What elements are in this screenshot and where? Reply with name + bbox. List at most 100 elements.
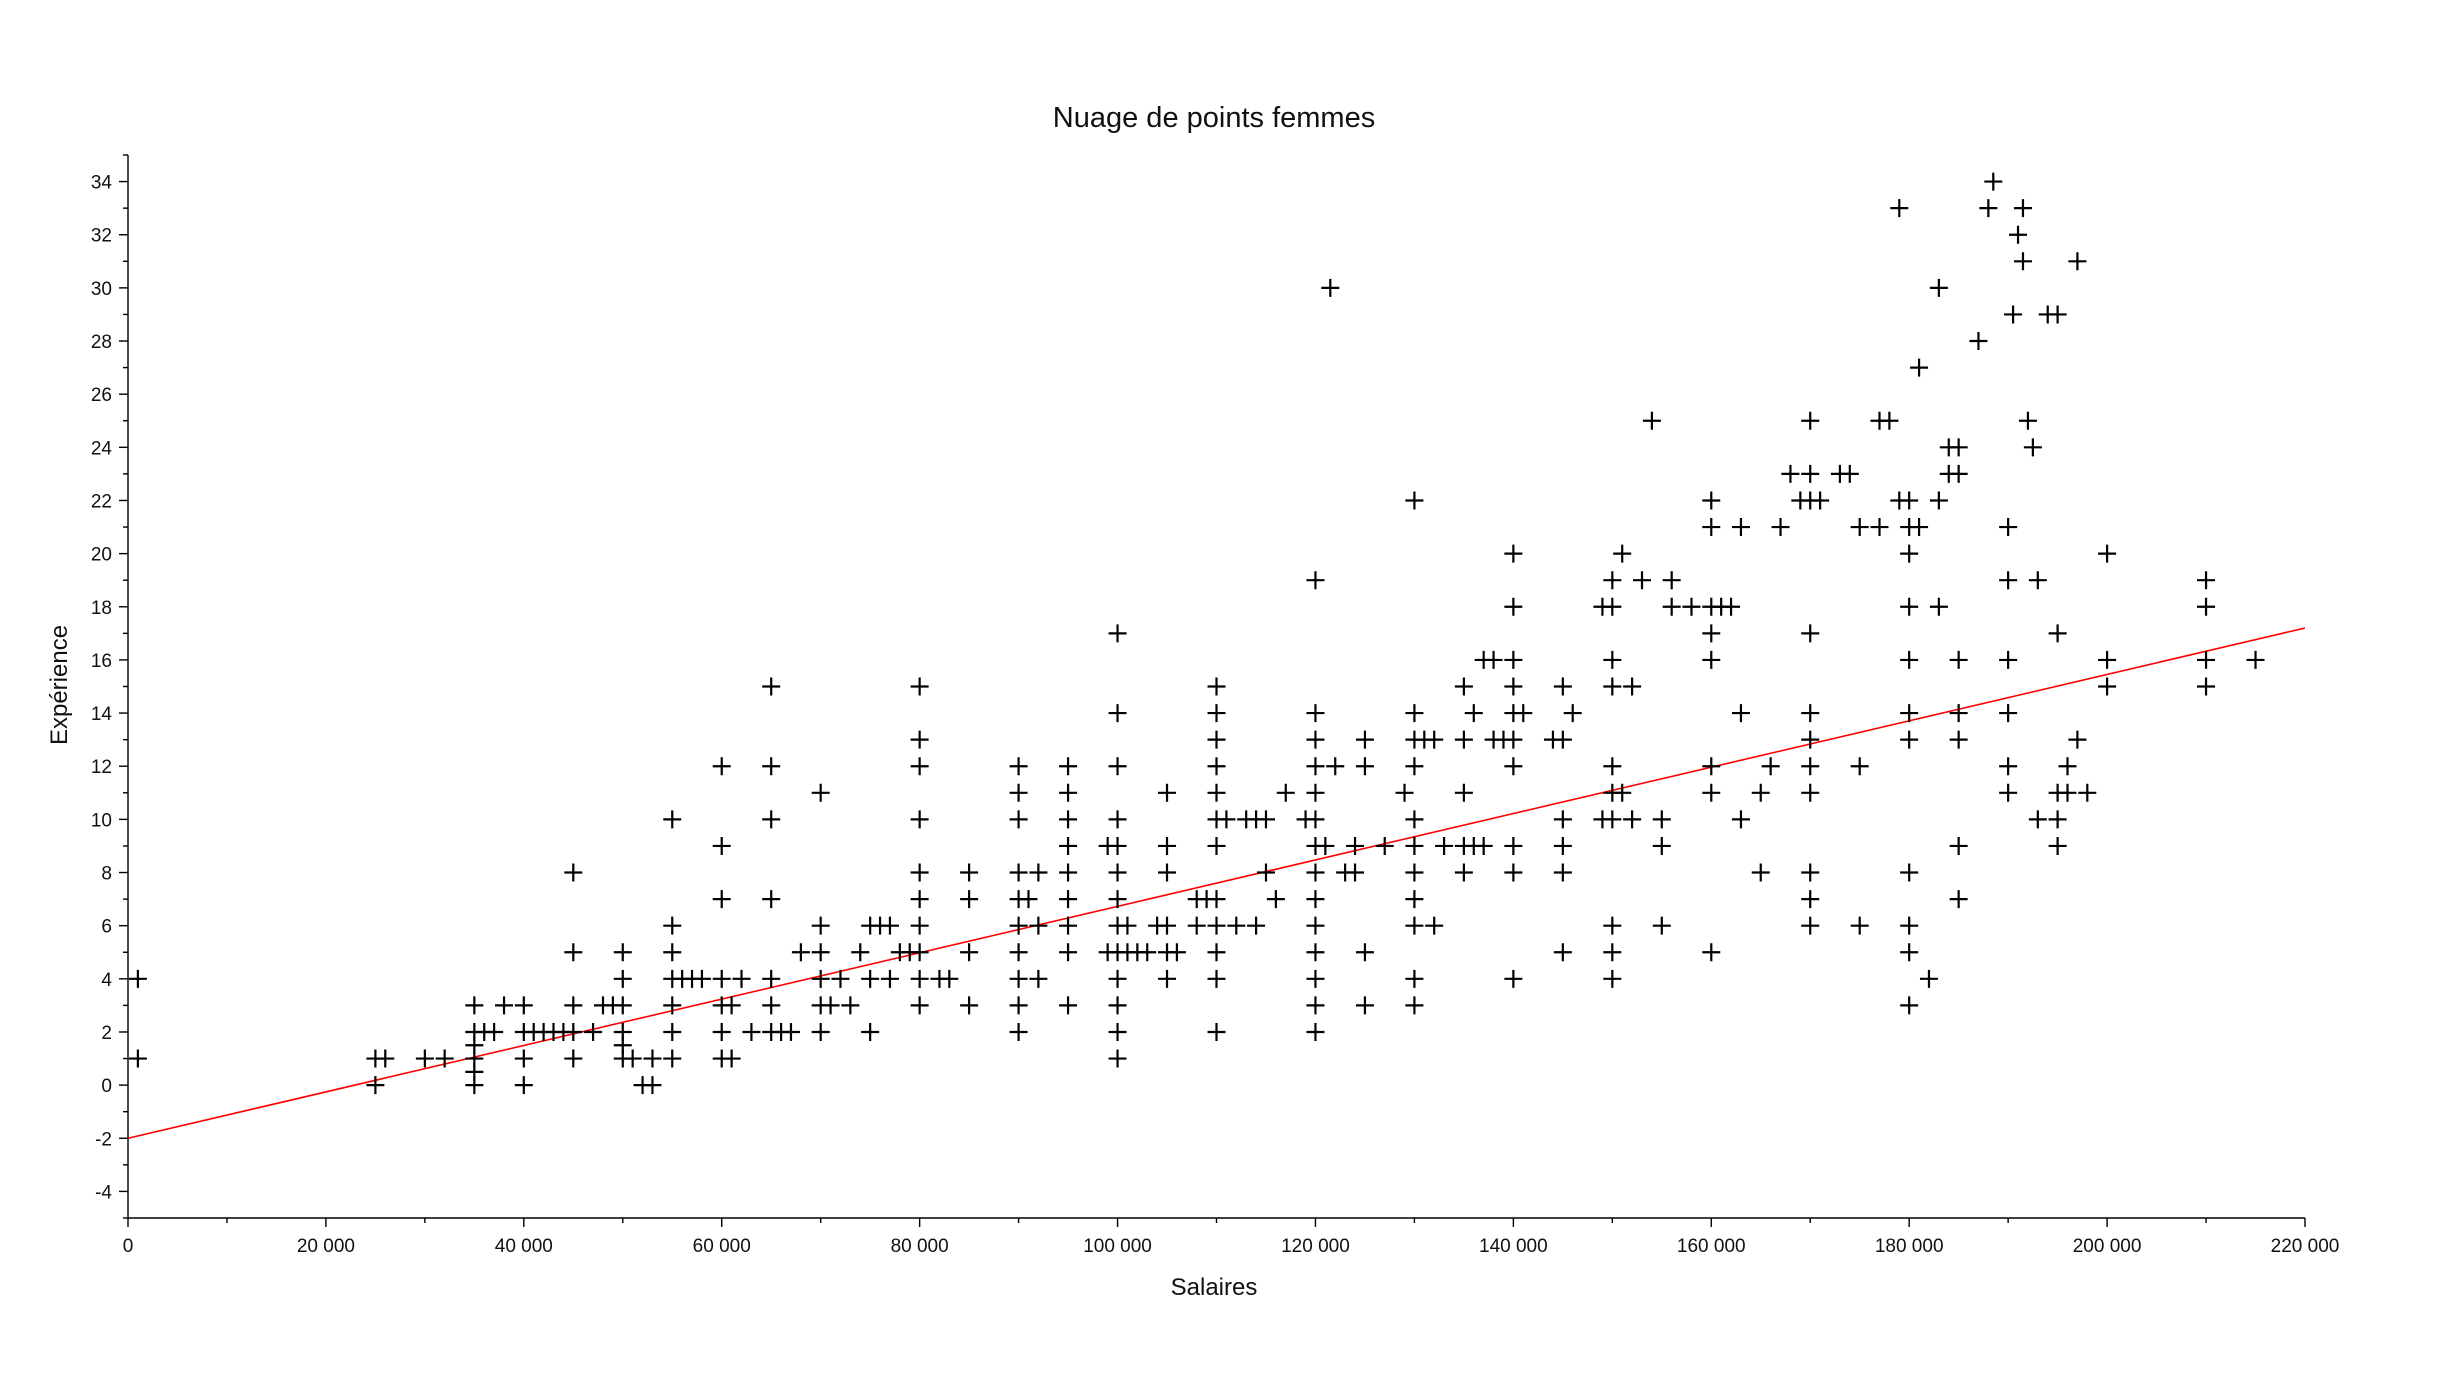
data-point: [742, 1022, 761, 1041]
data-point: [1009, 810, 1028, 829]
data-point: [376, 1049, 395, 1068]
data-point: [1029, 916, 1048, 935]
y-tick-label: 20: [91, 545, 112, 566]
data-point: [2013, 252, 2032, 271]
data-point: [1919, 969, 1938, 988]
data-point: [1306, 704, 1325, 723]
data-point: [910, 943, 929, 962]
data-point: [1059, 890, 1078, 909]
data-point: [1405, 704, 1424, 723]
data-point: [1553, 810, 1572, 829]
data-point: [1504, 730, 1523, 749]
data-point: [1108, 890, 1127, 909]
data-point: [1999, 704, 2018, 723]
data-point: [1949, 464, 1968, 483]
data-point: [1405, 996, 1424, 1015]
data-point: [2004, 305, 2023, 324]
data-point: [781, 1022, 800, 1041]
y-tick-label: 16: [91, 651, 112, 672]
data-point: [1900, 916, 1919, 935]
data-point: [1633, 571, 1651, 590]
data-point: [910, 810, 929, 829]
data-point: [1801, 411, 1820, 430]
data-point: [1405, 836, 1424, 855]
data-point: [1910, 518, 1929, 537]
data-point: [1405, 863, 1424, 882]
y-tick-label: 2: [101, 1023, 112, 1044]
y-tick-label: -4: [95, 1182, 112, 1203]
data-point: [732, 969, 751, 988]
data-point: [1949, 650, 1968, 669]
data-point: [1504, 544, 1523, 563]
data-point: [2058, 757, 2077, 776]
chart-title: Nuage de points femmes: [1053, 102, 1375, 134]
data-point: [2048, 810, 2067, 829]
data-point: [1900, 544, 1919, 563]
data-point: [762, 969, 781, 988]
data-point: [1138, 943, 1157, 962]
data-point: [128, 969, 147, 988]
data-point: [1751, 783, 1770, 802]
data-point: [861, 1022, 880, 1041]
data-point: [1603, 677, 1622, 696]
data-point: [1306, 863, 1325, 882]
y-tick-label: 34: [91, 173, 113, 194]
x-tick-label: 0: [123, 1236, 134, 1257]
data-point: [2048, 836, 2067, 855]
data-point: [1256, 810, 1275, 829]
data-point: [1870, 518, 1889, 537]
data-point: [1642, 411, 1661, 430]
data-point: [1158, 969, 1177, 988]
data-point: [1781, 464, 1800, 483]
data-point: [2028, 810, 2047, 829]
y-tick-label: 10: [91, 810, 112, 831]
data-point: [1722, 597, 1741, 616]
data-point: [2023, 438, 2042, 457]
data-point: [762, 810, 781, 829]
data-point: [1346, 863, 1365, 882]
data-point: [613, 969, 632, 988]
data-point: [1227, 916, 1246, 935]
data-point: [1999, 650, 2018, 669]
data-point: [1059, 943, 1078, 962]
data-point: [564, 863, 583, 882]
data-point: [2197, 597, 2216, 616]
y-tick-label: 4: [101, 970, 112, 991]
data-point: [2098, 650, 2117, 669]
x-tick-label: 40 000: [495, 1236, 553, 1257]
data-point: [1553, 730, 1572, 749]
data-point: [514, 996, 533, 1015]
data-point: [1850, 916, 1869, 935]
x-tick-label: 20 000: [297, 1236, 355, 1257]
data-point: [1207, 757, 1226, 776]
data-point: [1603, 597, 1622, 616]
data-point: [1355, 730, 1374, 749]
data-point: [1435, 836, 1454, 855]
data-point: [1999, 571, 2018, 590]
data-point: [1425, 916, 1444, 935]
data-point: [643, 1076, 662, 1095]
data-point: [1949, 704, 1968, 723]
data-point: [1059, 863, 1078, 882]
data-point: [1603, 969, 1622, 988]
data-point: [1266, 890, 1285, 909]
data-point: [1603, 810, 1622, 829]
data-point: [564, 943, 583, 962]
y-tick-label: 22: [91, 491, 112, 512]
data-point: [1108, 1049, 1127, 1068]
data-point: [1504, 597, 1523, 616]
data-point: [1158, 836, 1177, 855]
x-tick-label: 160 000: [1677, 1236, 1746, 1257]
data-point: [1059, 836, 1078, 855]
data-point: [1504, 677, 1523, 696]
data-point: [1603, 571, 1622, 590]
data-point: [762, 757, 781, 776]
data-point: [1702, 757, 1721, 776]
data-point: [1553, 863, 1572, 882]
data-point: [1929, 491, 1948, 510]
data-point: [1108, 863, 1127, 882]
data-point: [1900, 863, 1919, 882]
y-tick-label: 30: [91, 279, 112, 300]
data-point: [1801, 730, 1820, 749]
data-point: [1840, 464, 1859, 483]
